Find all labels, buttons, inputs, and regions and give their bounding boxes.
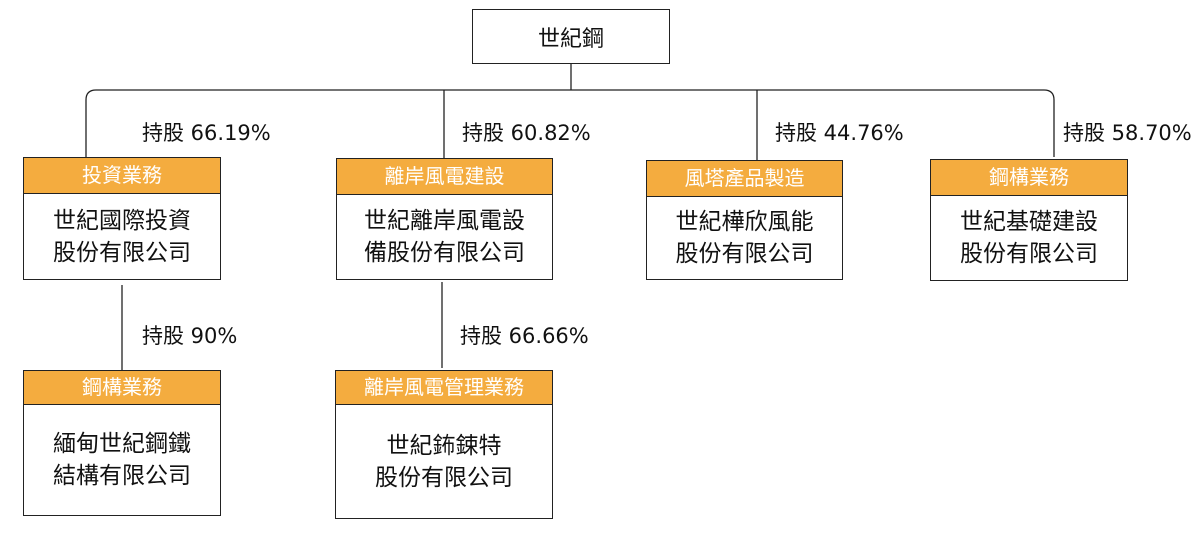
- company-name-line: 世紀國際投資: [53, 207, 191, 234]
- subsidiary-box: 風塔產品製造 世紀樺欣風能 股份有限公司: [646, 160, 843, 280]
- subsidiary-box: 鋼構業務 世紀基礎建設 股份有限公司: [930, 159, 1128, 281]
- company-name-line: 結構有限公司: [53, 463, 191, 489]
- category-header: 離岸風電管理業務: [336, 371, 552, 405]
- second-level-box: 離岸風電管理業務 世紀鈽鋉特股份有限公司: [335, 370, 553, 519]
- company-name-line: 緬甸世紀鋼鐵: [53, 431, 191, 457]
- stake-label: 持股 66.19%: [142, 121, 271, 145]
- stake-label: 持股 58.70%: [1063, 121, 1192, 145]
- company-name-line: 世紀基礎建設: [960, 209, 1098, 235]
- company-name-line: 股份有限公司: [53, 239, 191, 266]
- category-header: 投資業務: [24, 158, 220, 194]
- company-name-line: 股份有限公司: [960, 241, 1098, 267]
- category-header: 鋼構業務: [931, 160, 1127, 196]
- company-name-line: 股份有限公司: [375, 464, 513, 491]
- horizontal-bus: [85, 89, 1055, 157]
- category-header: 鋼構業務: [24, 371, 220, 405]
- company-name-line: 世紀樺欣風能: [675, 209, 814, 235]
- category-header: 風塔產品製造: [647, 161, 842, 197]
- category-header: 離岸風電建設: [337, 159, 552, 195]
- root-company-box: 世紀鋼: [472, 9, 670, 64]
- stake-label: 持股 44.76%: [775, 121, 904, 145]
- stake-label: 持股 66.66%: [460, 324, 589, 348]
- company-name-line: 股份有限公司: [675, 241, 814, 267]
- company-name-line: 備股份有限公司: [364, 240, 525, 266]
- second-level-box: 鋼構業務 緬甸世紀鋼鐵 結構有限公司: [23, 370, 221, 516]
- company-name-line: 世紀離岸風電設: [364, 208, 525, 234]
- stake-label: 持股 60.82%: [462, 121, 591, 145]
- subsidiary-box: 投資業務 世紀國際投資 股份有限公司: [23, 157, 221, 280]
- subsidiary-box: 離岸風電建設 世紀離岸風電設 備股份有限公司: [336, 158, 553, 280]
- root-company-name: 世紀鋼: [537, 26, 604, 52]
- company-name-line: 世紀鈽鋉特: [386, 432, 502, 459]
- stake-label: 持股 90%: [142, 324, 238, 348]
